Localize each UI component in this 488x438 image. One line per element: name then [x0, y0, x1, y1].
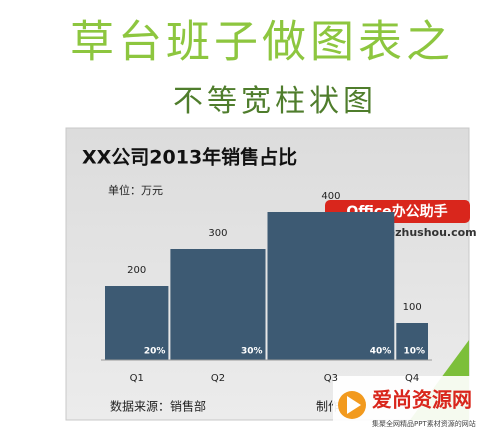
chart-title: XX公司2013年销售占比: [82, 146, 297, 169]
logo-play: [347, 396, 361, 414]
bar: [105, 286, 169, 360]
x-tick-label: Q4: [405, 373, 419, 384]
width-label: 10%: [403, 347, 425, 357]
x-tick-label: Q1: [130, 373, 144, 384]
logo-text: 爱尚资源网: [372, 388, 472, 412]
bar: [267, 212, 395, 360]
page-subtitle: 不等宽柱状图: [173, 84, 377, 119]
value-label: 400: [321, 191, 340, 202]
bar: [170, 249, 266, 360]
width-label: 30%: [241, 347, 263, 357]
width-label: 40%: [370, 347, 392, 357]
x-tick-label: Q3: [324, 373, 338, 384]
width-label: 20%: [144, 347, 166, 357]
value-label: 300: [208, 228, 227, 239]
value-label: 100: [403, 302, 422, 313]
unit-label: 单位：万元: [108, 183, 163, 197]
x-tick-label: Q2: [211, 373, 225, 384]
logo-tagline: 集聚全网精品PPT素材资源的网站: [372, 419, 476, 428]
source-label: 数据来源：销售部: [110, 399, 206, 414]
page-title: 草台班子做图表之: [70, 17, 454, 68]
value-label: 200: [127, 265, 146, 276]
bar: [396, 323, 428, 360]
